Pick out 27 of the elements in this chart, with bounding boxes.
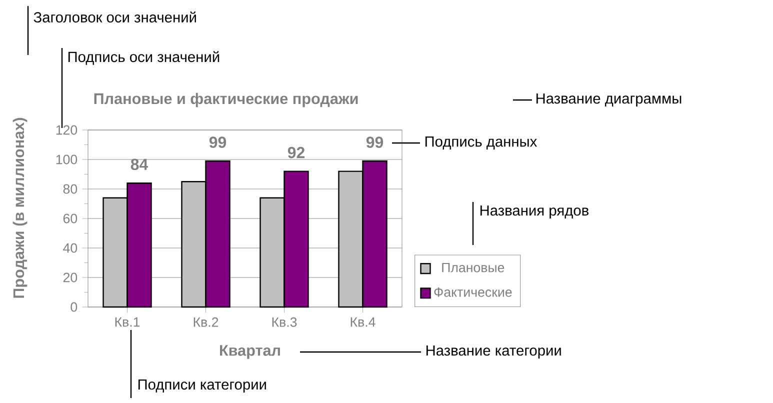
text: Названия рядов (480, 205, 588, 219)
y-tick-label: 20 (63, 272, 78, 282)
legend-label: Фактические (434, 287, 512, 297)
data-label: 99 (366, 136, 384, 148)
y-tick-label: 80 (63, 184, 78, 194)
text: Подписи категории (138, 379, 266, 393)
text: Название диаграммы (536, 93, 682, 107)
text: Заголовок оси значений (34, 11, 196, 23)
text: Подпись данных (425, 136, 538, 150)
y-tick-label: 120 (56, 125, 78, 135)
y-tick-label: 60 (63, 214, 78, 224)
data-label: 84 (130, 158, 148, 170)
x-tick-label: Кв.4 (350, 317, 376, 327)
y-tick-label: 100 (56, 154, 78, 164)
y-axis-title: Продажи (в миллионах) (12, 118, 28, 298)
x-tick-label: Кв.3 (272, 317, 297, 327)
x-axis-title: Квартал (220, 345, 280, 359)
text: Подпись оси значений (68, 51, 220, 65)
text: Название категории (426, 345, 561, 359)
legend-label: Плановые (442, 262, 504, 272)
y-tick-label: 40 (63, 243, 78, 253)
y-tick-label: 0 (70, 302, 78, 312)
x-tick-label: Кв.1 (115, 317, 140, 327)
chart-title: Плановые и фактические продажи (94, 92, 358, 108)
data-label: 92 (288, 146, 305, 158)
data-label: 99 (209, 136, 226, 148)
x-tick-label: Кв.2 (194, 317, 218, 327)
